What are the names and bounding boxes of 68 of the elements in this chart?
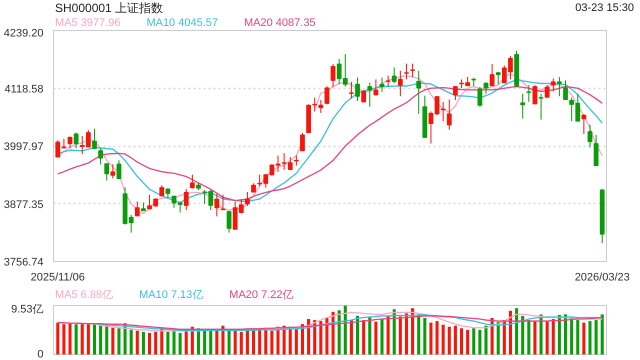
candlestick: [312, 97, 318, 112]
candlestick: [330, 64, 336, 88]
candlestick: [214, 193, 220, 217]
candlestick: [74, 132, 79, 149]
candlestick: [104, 162, 110, 181]
candlestick: [404, 63, 409, 80]
candlestick: [349, 81, 354, 100]
candlestick: [496, 71, 501, 85]
candlestick: [300, 132, 305, 152]
y-tick-label: 4118.58: [4, 83, 44, 96]
candlestick: [68, 136, 72, 149]
text: MA10 7.13亿: [139, 289, 204, 302]
candlestick: [563, 80, 568, 101]
text: MA5 3977.96: [55, 17, 120, 30]
candlestick: [550, 78, 556, 92]
candlestick: [490, 64, 495, 86]
candlestick: [116, 160, 122, 180]
y-tick-label: 3877.35: [4, 198, 44, 211]
candlestick: [532, 84, 538, 104]
candlestick: [581, 113, 586, 135]
y-tick-label: 4239.20: [4, 28, 44, 40]
candlestick: [159, 184, 164, 197]
candlestick: [355, 77, 360, 102]
candlestick: [380, 77, 384, 92]
text: MA10 4045.57: [146, 17, 218, 30]
candlestick: [392, 66, 397, 84]
candlestick: [538, 93, 544, 120]
text: 03-23 15:30: [575, 2, 634, 14]
x-tick-label: 2026/03/23: [574, 272, 630, 284]
candlestick: [294, 155, 299, 166]
candlestick: [557, 76, 562, 97]
candlestick: [251, 182, 256, 193]
candlestick: [367, 82, 372, 108]
text: MA20 4087.35: [244, 17, 316, 30]
candlestick: [520, 93, 526, 120]
candlestick: [165, 188, 170, 199]
candlestick: [98, 148, 103, 166]
candlestick: [446, 99, 452, 130]
candlestick: [184, 188, 189, 211]
candlestick: [386, 75, 391, 88]
candlestick: [398, 70, 403, 97]
y-tick-label: 0: [37, 348, 44, 360]
candlestick: [110, 164, 116, 180]
candlestick: [373, 78, 378, 96]
text: MA20 7.22亿: [229, 289, 294, 302]
candlestick: [453, 86, 458, 101]
x-tick-label: 2025/11/06: [30, 272, 85, 284]
candlestick: [588, 124, 592, 148]
candlestick: [410, 63, 415, 78]
candlestick: [416, 70, 422, 114]
candlestick: [134, 201, 140, 216]
candlestick: [245, 191, 250, 206]
candlestick: [544, 84, 550, 99]
candlestick: [92, 128, 97, 150]
y-tick-label: 9.53亿: [11, 304, 44, 316]
series-label: MA5 6.88亿: [55, 289, 114, 302]
candlestick: [526, 84, 532, 102]
candlestick: [324, 86, 330, 105]
candlestick: [477, 86, 482, 108]
candlestick: [220, 194, 226, 211]
candlestick: [594, 134, 598, 166]
y-tick-label: 3756.74: [4, 256, 44, 268]
y-tick-label: 3997.97: [4, 141, 44, 153]
candlestick: [190, 174, 195, 190]
candlestick: [226, 210, 232, 234]
chart-title: SH000001 上证指数: [55, 1, 164, 15]
candlestick: [361, 89, 366, 102]
candlestick: [484, 82, 488, 94]
